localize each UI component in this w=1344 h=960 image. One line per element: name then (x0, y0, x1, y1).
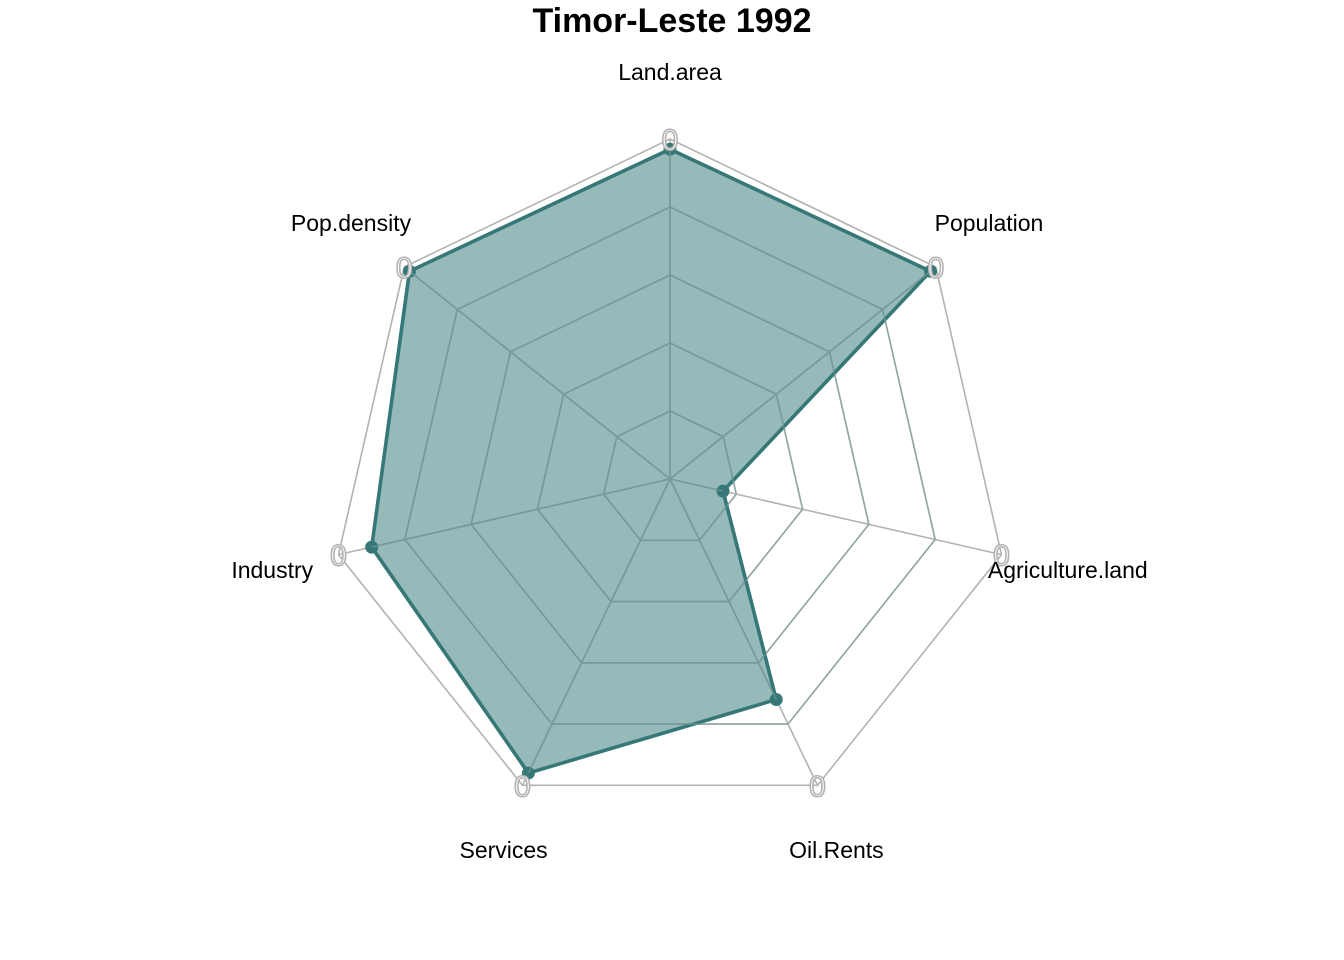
spoke-overlay-5 (527, 478, 671, 774)
grid-ring-overlay-4 (403, 206, 937, 725)
grid-ring-5 (337, 138, 1003, 787)
axis-label-oil-rents: Oil.Rents (789, 837, 884, 863)
axis-label-pop-density: Pop.density (291, 210, 412, 236)
axis-label-population: Population (935, 210, 1044, 236)
tick-label-3: 0 (993, 540, 1010, 573)
tick-label-1: 0 (662, 124, 679, 157)
tick-label-6: 0 (330, 540, 347, 573)
axis-labels: 0 0 0 0 0 0 0 Land.area Population Agriculture.la… (231, 59, 1147, 863)
grid-ring-overlay-3 (470, 274, 870, 664)
spoke-overlay-3 (669, 478, 724, 492)
spoke-overlay-2 (669, 270, 932, 480)
axis-label-land-area: Land.area (618, 59, 722, 85)
axis-label-industry: Industry (231, 557, 313, 583)
series-layer (365, 142, 938, 780)
chart-title: Timor-Leste 1992 (532, 2, 811, 40)
axis-label-services: Services (459, 837, 547, 863)
tick-label-7: 0 (396, 252, 413, 285)
tick-label-4: 0 (809, 770, 826, 803)
tick-label-2: 0 (927, 252, 944, 285)
tick-label-5: 0 (514, 770, 531, 803)
spoke-overlay-4 (669, 478, 777, 700)
grid-ring-overlay-2 (536, 342, 804, 603)
spoke-overlay-7 (408, 270, 671, 480)
axis-label-agriculture-land: Agriculture.land (988, 557, 1148, 583)
series-area-1 (369, 147, 933, 775)
spoke-overlay-6 (371, 478, 671, 548)
grid-ring-overlay-1 (602, 410, 738, 542)
